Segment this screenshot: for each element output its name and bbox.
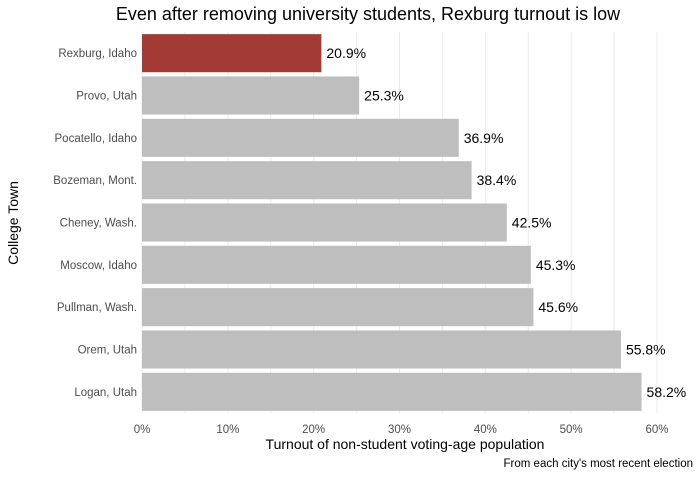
y-axis-title: College Town: [5, 181, 21, 265]
bar: [142, 372, 642, 411]
bar: [142, 288, 534, 327]
bar: [142, 34, 322, 73]
y-tick-label: Provo, Utah: [76, 91, 137, 103]
x-tick-label: 0%: [134, 424, 151, 436]
bar: [142, 330, 621, 369]
x-tick-label: 50%: [560, 424, 583, 436]
bar: [142, 161, 472, 200]
bar: [142, 245, 531, 284]
bar: [142, 203, 507, 242]
chart-caption: From each city's most recent election: [504, 458, 693, 470]
y-tick-label: Cheney, Wash.: [60, 218, 137, 230]
y-tick-label: Logan, Utah: [74, 387, 137, 399]
y-tick-label: Orem, Utah: [78, 345, 137, 357]
bar-value-label: 58.2%: [647, 384, 687, 400]
bar: [142, 118, 459, 157]
data-labels: 20.9% 25.3% 36.9% 38.4% 42.5% 45.3% 45.6% 55.8%…: [326, 45, 686, 400]
x-tick-label: 30%: [388, 424, 411, 436]
bar-value-label: 45.6%: [538, 299, 578, 315]
y-tick-label: Pullman, Wash.: [57, 302, 137, 314]
chart-title: Even after removing university students,…: [116, 4, 621, 24]
bars: [142, 34, 642, 411]
y-tick-label: Rexburg, Idaho: [58, 48, 137, 60]
bar-value-label: 25.3%: [364, 88, 404, 104]
bar-value-label: 38.4%: [477, 172, 517, 188]
y-tick-label: Bozeman, Mont.: [53, 175, 137, 187]
x-axis-title: Turnout of non-student voting-age popula…: [266, 436, 545, 452]
y-tick-label: Pocatello, Idaho: [55, 133, 137, 145]
bar-value-label: 55.8%: [626, 342, 666, 358]
x-tick-label: 40%: [474, 424, 497, 436]
bar-value-label: 36.9%: [464, 130, 504, 146]
x-tick-label: 10%: [216, 424, 239, 436]
y-tick-label: Moscow, Idaho: [60, 260, 137, 272]
x-tick-label: 20%: [302, 424, 325, 436]
x-tick-labels: 0% 10% 20% 30% 40% 50% 60%: [134, 424, 669, 436]
bar-value-label: 20.9%: [326, 45, 366, 61]
x-tick-label: 60%: [645, 424, 668, 436]
bar: [142, 76, 360, 115]
y-tick-labels: Rexburg, Idaho Provo, Utah Pocatello, Idah…: [53, 48, 137, 399]
bar-value-label: 42.5%: [512, 215, 552, 231]
bar-value-label: 45.3%: [536, 257, 576, 273]
